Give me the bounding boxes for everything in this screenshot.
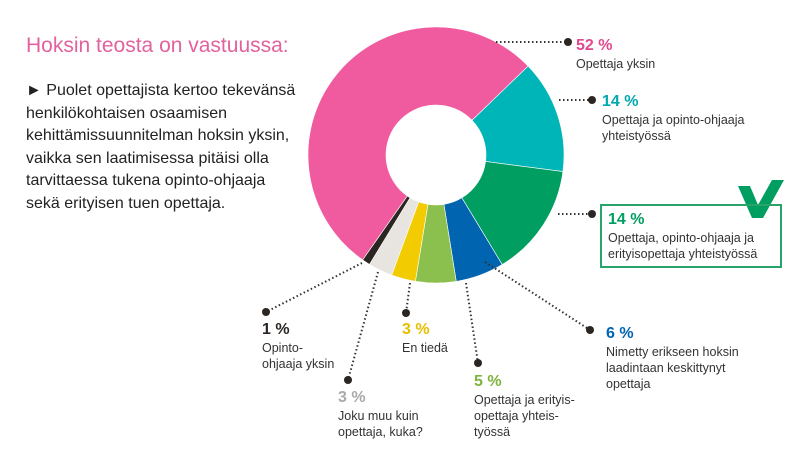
slice-text: Nimetty erikseen hoksin laadintaan keski… [606, 345, 739, 391]
chart-title: Hoksin teosta on vastuussa: [26, 34, 289, 57]
leader-line-4 [405, 282, 411, 314]
intro-text: ► Puolet opettajista kertoo tekevänsä he… [26, 82, 296, 212]
slice-label-6: 1 % Opinto-ohjaaja yksin [262, 320, 342, 372]
slice-pct: 1 % [262, 321, 290, 338]
slice-text: Opinto-ohjaaja yksin [262, 341, 335, 371]
slice-7 [307, 26, 529, 261]
slice-pct: 3 % [402, 321, 430, 338]
slice-label-5: 3 % Joku muu kuin opettaja, kuka? [338, 388, 438, 440]
leader-dot-1 [588, 210, 596, 218]
slice-1 [461, 161, 564, 265]
slice-pct: 14 % [608, 211, 645, 228]
slice-pct: 52 % [576, 37, 613, 54]
leader-line-2 [484, 261, 591, 331]
leader-line-6 [265, 262, 363, 313]
leader-dot-5 [344, 376, 352, 384]
leader-dot-7 [564, 38, 572, 46]
slice-label-7: 52 % Opettaja yksin [576, 36, 736, 72]
slice-label-4: 3 % En tiedä [402, 320, 562, 356]
slice-label-0: 14 % Opettaja ja opinto-ohjaaja yhteistyö… [602, 92, 762, 144]
slice-pct: 14 % [602, 93, 639, 110]
slice-label-3: 5 % Opettaja ja erityis-opettaja yhteis-t… [474, 372, 584, 440]
leader-dot-4 [402, 309, 410, 317]
leader-dot-6 [262, 308, 270, 316]
slice-pct: 3 % [338, 389, 366, 406]
check-icon [738, 180, 784, 218]
slice-pct: 5 % [474, 373, 502, 390]
leader-dot-3 [474, 359, 482, 367]
leader-line-5 [347, 271, 379, 381]
highlight-box [600, 204, 782, 268]
slice-pct: 6 % [606, 325, 634, 342]
leader-dot-0 [588, 96, 596, 104]
leader-line-3 [465, 282, 479, 364]
leader-dot-2 [586, 326, 594, 334]
slice-text: Opettaja, opinto-ohjaaja ja erityisopett… [608, 231, 758, 261]
slice-text: Opettaja yksin [576, 57, 656, 71]
slice-0 [471, 65, 565, 172]
slice-label-2: 6 % Nimetty erikseen hoksin laadintaan ke… [606, 324, 766, 392]
slice-text: En tiedä [402, 341, 448, 355]
slice-text: Opettaja ja erityis-opettaja yhteis-työs… [474, 393, 575, 439]
slice-text: Opettaja ja opinto-ohjaaja yhteistyössä [602, 113, 745, 143]
slice-label-1: 14 % Opettaja, opinto-ohjaaja ja erityiso… [608, 210, 778, 262]
slice-text: Joku muu kuin opettaja, kuka? [338, 409, 423, 439]
